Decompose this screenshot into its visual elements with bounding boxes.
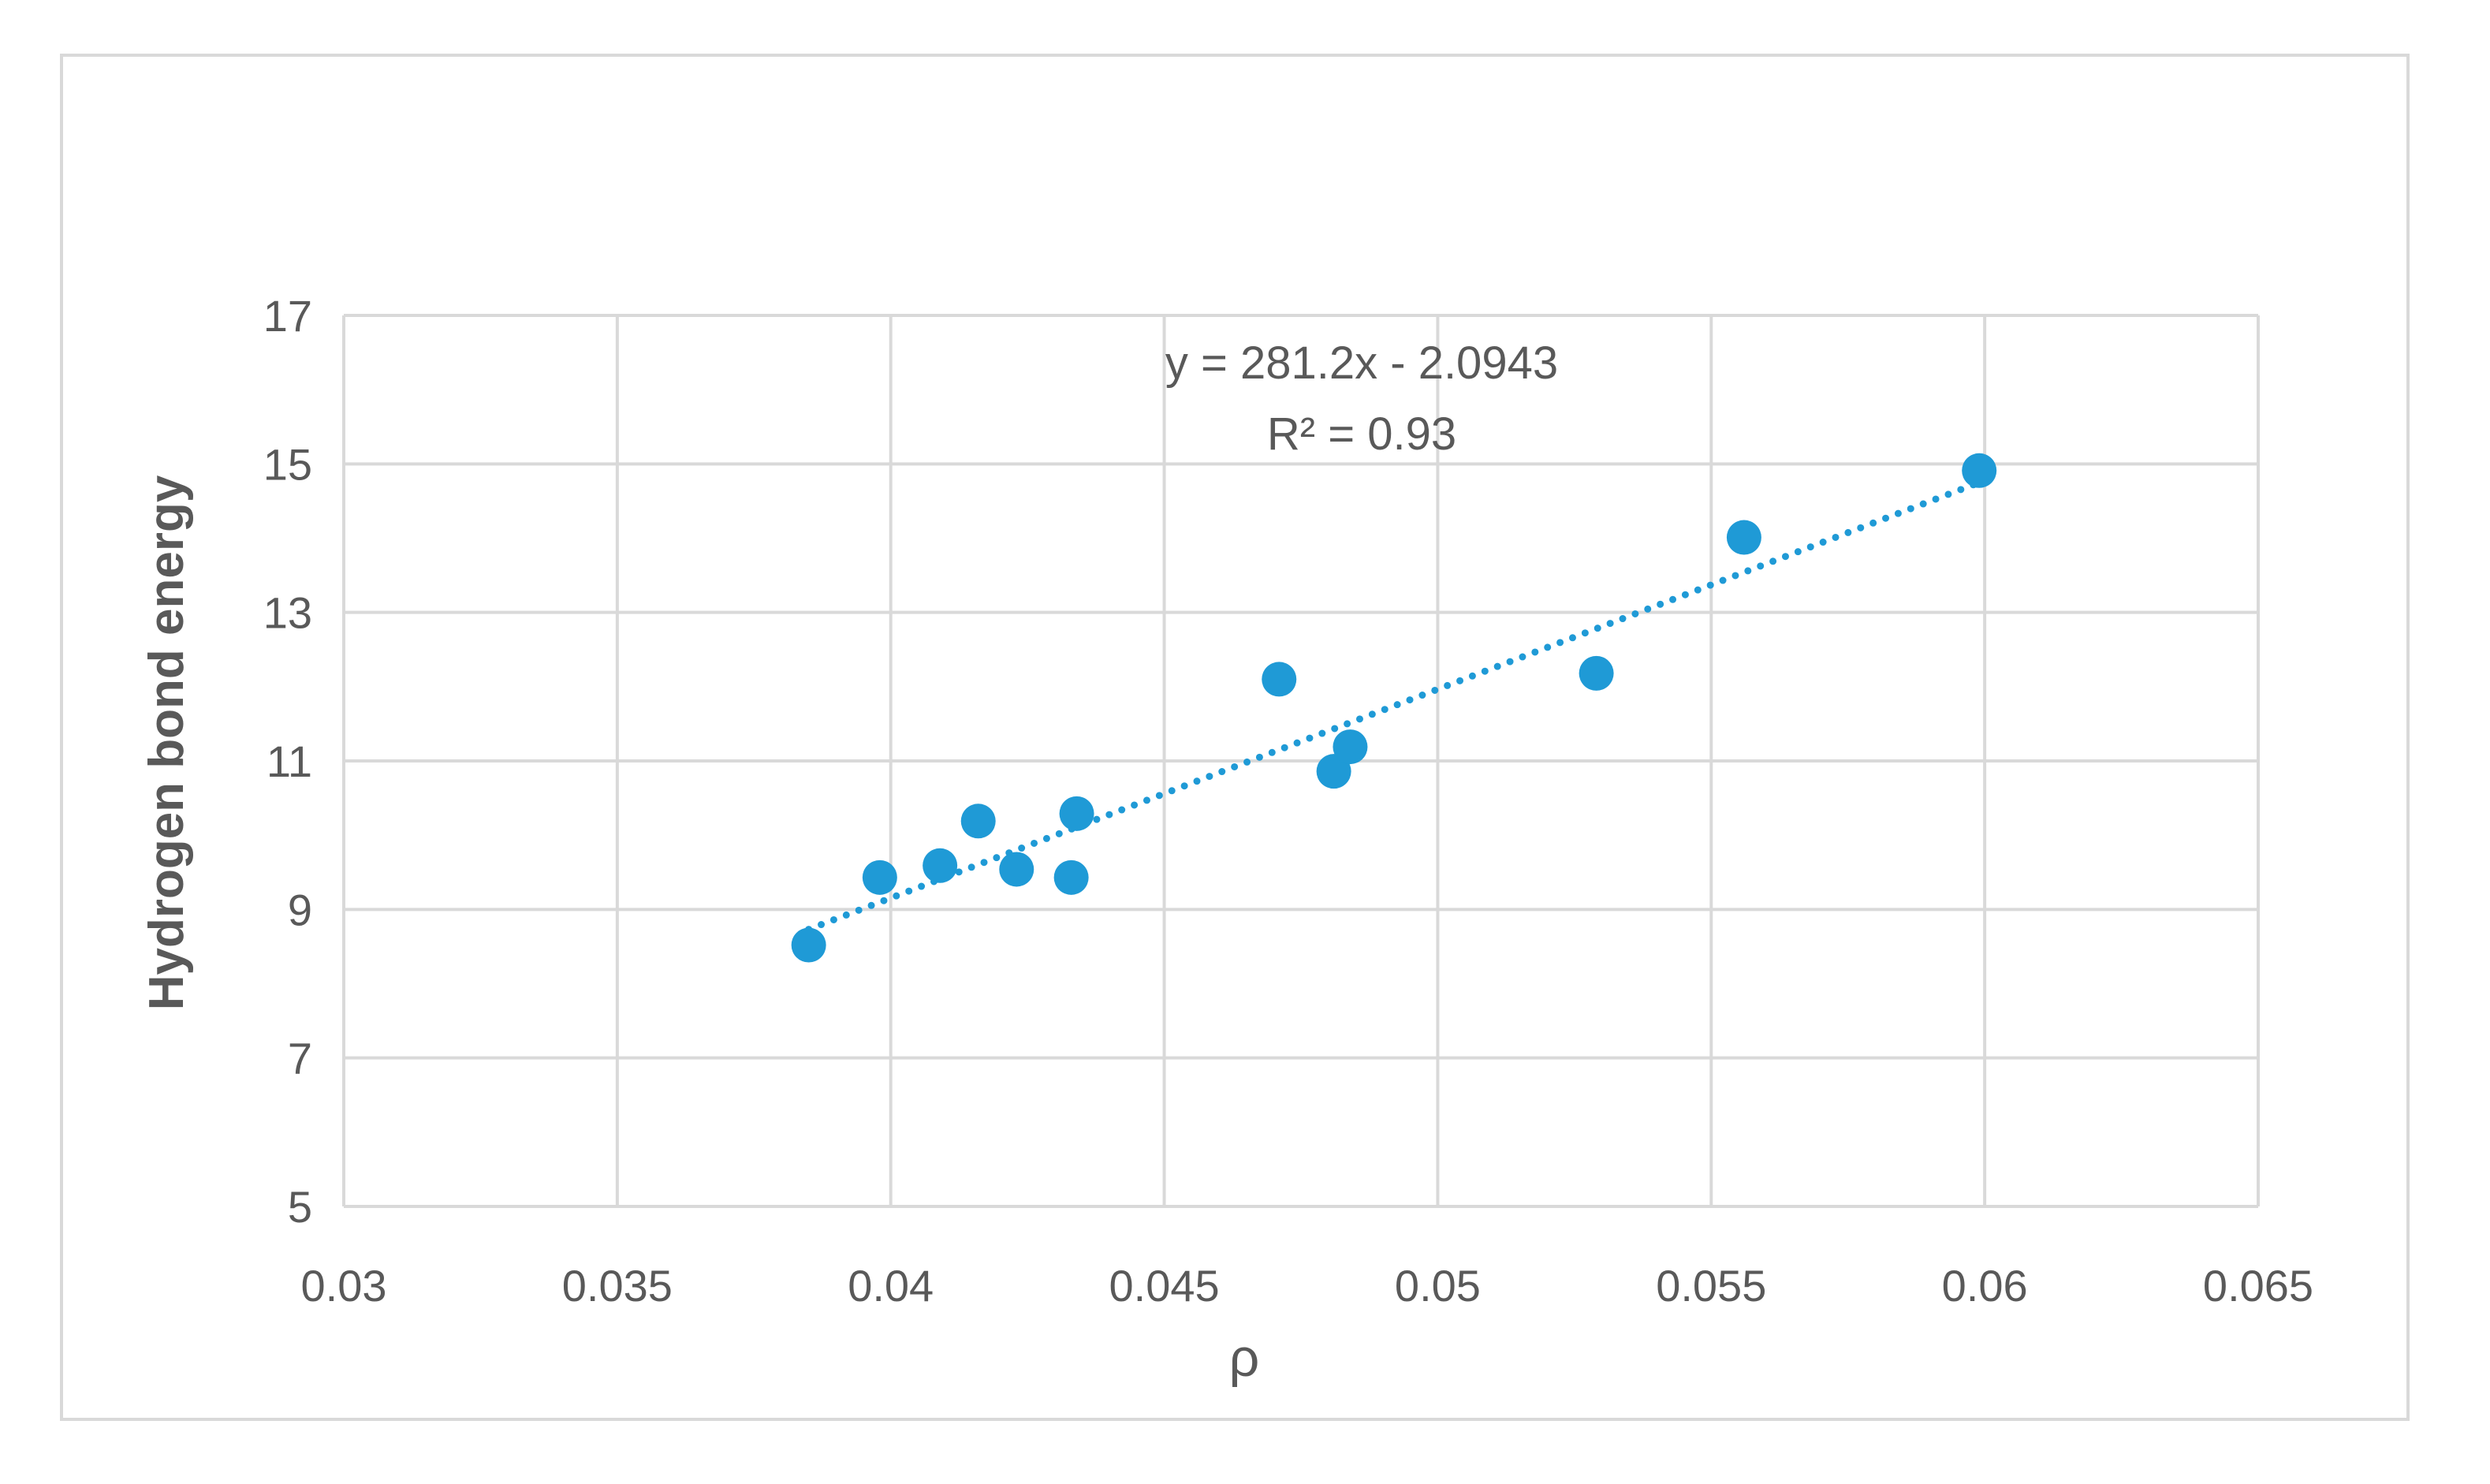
data-point bbox=[862, 859, 897, 895]
x-tick-label: 0.03 bbox=[301, 1261, 387, 1311]
x-axis-title: ρ bbox=[1229, 1328, 1260, 1388]
data-point bbox=[1053, 859, 1089, 895]
y-tick-label: 17 bbox=[263, 291, 312, 341]
x-tick-label: 0.06 bbox=[1942, 1261, 2028, 1311]
y-tick-label: 13 bbox=[263, 588, 312, 638]
data-point bbox=[923, 848, 958, 883]
data-point bbox=[791, 927, 826, 963]
x-tick-label: 0.045 bbox=[1109, 1261, 1220, 1311]
y-tick-label: 5 bbox=[288, 1182, 312, 1232]
tick-labels: 0.03 0.035 0.04 0.045 0.05 0.055 0.06 0.065 5 7 9 1… bbox=[263, 291, 2313, 1311]
y-tick-label: 9 bbox=[288, 885, 312, 934]
data-point bbox=[1962, 453, 1997, 488]
chart-area bbox=[60, 54, 2410, 1421]
gridlines bbox=[342, 314, 2260, 1208]
data-point bbox=[1726, 520, 1761, 555]
data-point bbox=[960, 804, 996, 839]
data-points bbox=[791, 453, 1997, 963]
x-tick-label: 0.055 bbox=[1656, 1261, 1766, 1311]
x-tick-label: 0.05 bbox=[1395, 1261, 1481, 1311]
data-point bbox=[1579, 655, 1614, 691]
data-point bbox=[1316, 754, 1351, 789]
y-tick-label: 15 bbox=[263, 439, 312, 489]
y-axis-title: Hydrogen bond energy bbox=[140, 475, 194, 1010]
data-point bbox=[1059, 796, 1094, 831]
trendline-equation: y = 281.2x - 2.0943 bbox=[1165, 337, 1558, 389]
x-tick-label: 0.035 bbox=[562, 1261, 673, 1311]
trendline bbox=[805, 479, 1983, 934]
data-point bbox=[999, 852, 1034, 887]
x-tick-label: 0.04 bbox=[848, 1261, 934, 1311]
trendline-r-squared: R² = 0.93 bbox=[1267, 408, 1456, 460]
trendline-layer bbox=[805, 479, 1983, 934]
y-tick-label: 11 bbox=[267, 736, 312, 786]
data-point bbox=[1262, 662, 1297, 697]
data-point bbox=[1333, 729, 1368, 765]
y-tick-label: 7 bbox=[288, 1034, 312, 1083]
x-tick-label: 0.065 bbox=[2203, 1261, 2313, 1311]
